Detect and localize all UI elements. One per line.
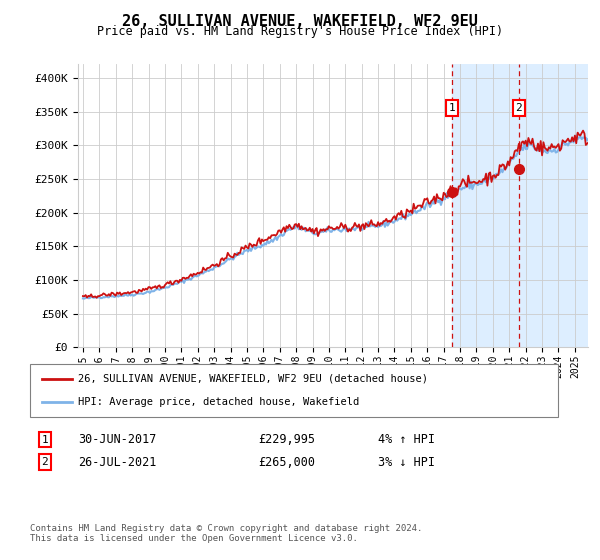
Text: 30-JUN-2017: 30-JUN-2017: [78, 433, 157, 446]
Text: 2: 2: [41, 457, 49, 467]
Text: Price paid vs. HM Land Registry's House Price Index (HPI): Price paid vs. HM Land Registry's House …: [97, 25, 503, 38]
Text: HPI: Average price, detached house, Wakefield: HPI: Average price, detached house, Wake…: [78, 397, 359, 407]
Text: 3% ↓ HPI: 3% ↓ HPI: [378, 455, 435, 469]
Text: 2: 2: [515, 103, 522, 113]
Text: 26, SULLIVAN AVENUE, WAKEFIELD, WF2 9EU: 26, SULLIVAN AVENUE, WAKEFIELD, WF2 9EU: [122, 14, 478, 29]
Text: Contains HM Land Registry data © Crown copyright and database right 2024.
This d: Contains HM Land Registry data © Crown c…: [30, 524, 422, 543]
Text: 1: 1: [449, 103, 455, 113]
Text: £229,995: £229,995: [258, 433, 315, 446]
Text: 1: 1: [41, 435, 49, 445]
Text: £265,000: £265,000: [258, 455, 315, 469]
Text: 4% ↑ HPI: 4% ↑ HPI: [378, 433, 435, 446]
Text: 26-JUL-2021: 26-JUL-2021: [78, 455, 157, 469]
Text: 26, SULLIVAN AVENUE, WAKEFIELD, WF2 9EU (detached house): 26, SULLIVAN AVENUE, WAKEFIELD, WF2 9EU …: [78, 374, 428, 384]
Bar: [452, 64, 600, 347]
